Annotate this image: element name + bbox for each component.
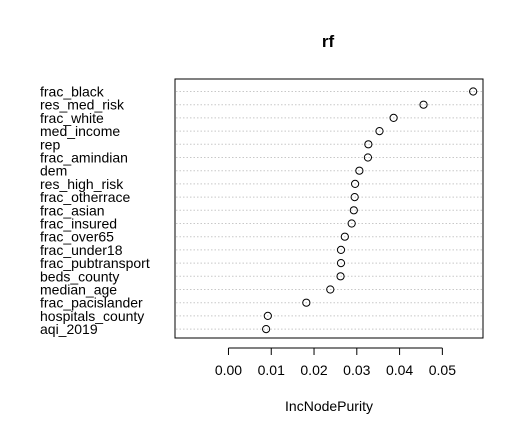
x-tick-label: 0.02 [300, 362, 327, 378]
x-tick-label: 0.04 [386, 362, 413, 378]
chart-title: rf [322, 32, 335, 51]
grid-lines [176, 92, 482, 330]
x-tick-label: 0.00 [215, 362, 242, 378]
x-axis: 0.00 0.01 0.02 0.03 0.04 0.05 [215, 348, 456, 378]
variable-label: aqi_2019 [40, 321, 98, 337]
x-axis-label: IncNodePurity [285, 398, 373, 414]
x-tick-label: 0.03 [343, 362, 370, 378]
variable-labels: frac_blackres_med_riskfrac_whitemed_inco… [40, 84, 150, 338]
x-tick-label: 0.05 [429, 362, 456, 378]
x-tick-label: 0.01 [258, 362, 285, 378]
plot-frame [175, 79, 483, 338]
